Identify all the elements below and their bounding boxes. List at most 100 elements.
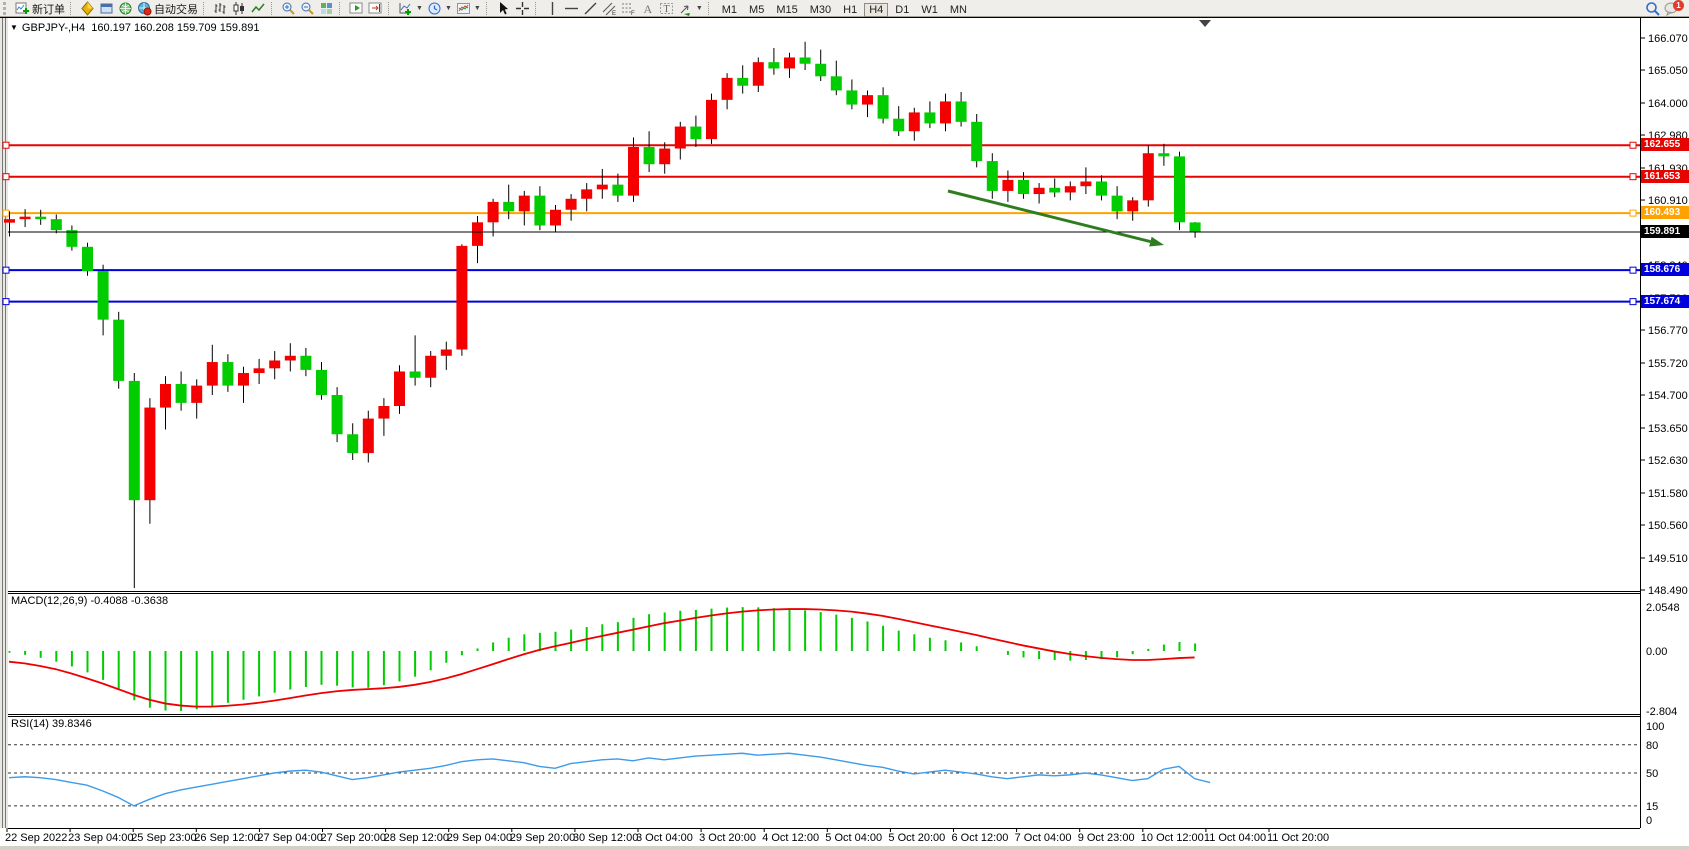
candle-body xyxy=(50,219,62,231)
timeframe-M5[interactable]: M5 xyxy=(749,3,765,16)
indicators-button[interactable]: ▼ xyxy=(396,1,425,16)
line-handle xyxy=(1629,298,1637,306)
candle-body xyxy=(986,161,998,191)
line-chart-button[interactable] xyxy=(249,1,268,16)
toolbar-right-group: 1 xyxy=(1645,0,1686,17)
candle-body xyxy=(862,95,873,105)
templates-button[interactable]: ▼ xyxy=(454,1,483,16)
candle-body xyxy=(331,395,343,435)
vertical-line-tool-button[interactable] xyxy=(543,1,562,16)
templates-icon xyxy=(456,1,471,16)
vertical-line-icon xyxy=(545,1,560,16)
time-axis-label: 27 Sep 04:00 xyxy=(257,832,323,844)
candle-body xyxy=(659,148,671,165)
text-label-tool-button[interactable]: T xyxy=(657,1,676,16)
dropdown-arrow-icon: ▼ xyxy=(695,5,703,12)
candle-body xyxy=(456,245,468,350)
time-axis-label: 22 Sep 2022 xyxy=(5,832,68,844)
zoom-in-button[interactable] xyxy=(279,1,298,16)
chart-shift-marker xyxy=(1199,20,1211,27)
timeframe-H1[interactable]: H1 xyxy=(843,3,858,16)
equidistant-channel-tool-button[interactable]: E xyxy=(600,1,619,17)
navigator-button[interactable] xyxy=(97,1,116,16)
signals-button[interactable] xyxy=(116,1,135,16)
macd-axis-tick: 2.0548 xyxy=(1646,602,1680,614)
dropdown-arrow-icon: ▼ xyxy=(473,5,481,12)
candle-body xyxy=(550,209,561,226)
search-icon[interactable] xyxy=(1645,1,1660,16)
tile-windows-button[interactable] xyxy=(317,1,336,16)
chart-shift-icon xyxy=(368,1,383,16)
time-axis-label: 5 Oct 20:00 xyxy=(888,832,946,844)
timeframe-H4[interactable]: H4 xyxy=(864,2,889,17)
zoom-out-button[interactable] xyxy=(298,1,317,16)
toolbar-separator xyxy=(70,2,75,15)
chart-ohlc-info[interactable]: ▼ GBPJPY-,H4 160.197 160.208 159.709 159.… xyxy=(10,22,259,34)
candle-body xyxy=(690,126,702,140)
market-watch-button[interactable] xyxy=(78,1,97,16)
auto-trading-button[interactable]: 自动交易 xyxy=(135,1,200,16)
candle-body xyxy=(1142,153,1154,201)
candle-body xyxy=(487,201,499,223)
periods-button[interactable]: ▼ xyxy=(425,1,454,16)
notifications-button[interactable]: 1 xyxy=(1664,0,1684,17)
text-tool-button[interactable]: A xyxy=(638,1,657,16)
rsi-axis-tick: 80 xyxy=(1646,740,1658,752)
time-axis-label: 26 Sep 12:00 xyxy=(194,832,260,844)
candle-body xyxy=(534,195,546,226)
timeframe-M15[interactable]: M15 xyxy=(776,3,798,16)
time-axis-label: 3 Oct 20:00 xyxy=(699,832,756,844)
svg-text:F: F xyxy=(631,11,635,16)
candle-body xyxy=(737,77,749,86)
candle-body xyxy=(284,355,296,361)
candle-body xyxy=(940,101,951,124)
new-order-button[interactable]: 新订单 xyxy=(13,1,67,16)
time-axis-label: 6 Oct 12:00 xyxy=(951,832,1009,844)
crosshair-button[interactable] xyxy=(513,1,532,16)
price-axis-tick: 150.560 xyxy=(1648,520,1688,532)
toolbar-separator xyxy=(271,2,276,15)
candle-body xyxy=(144,407,156,501)
cursor-button[interactable] xyxy=(494,1,513,16)
horizontal-line-tool-button[interactable] xyxy=(562,1,581,16)
bar-chart-button[interactable] xyxy=(211,1,230,16)
candle-body xyxy=(409,371,421,378)
candlestick-chart-button[interactable] xyxy=(230,1,249,16)
price-axis-tick: 148.490 xyxy=(1648,585,1688,597)
candle-body xyxy=(1033,187,1045,195)
rsi-axis-tick: 50 xyxy=(1646,768,1658,780)
timeframe-MN[interactable]: MN xyxy=(949,3,967,16)
dropdown-arrow-icon: ▼ xyxy=(416,5,423,12)
window-bottom-edge xyxy=(0,846,1689,850)
time-axis-label: 11 Oct 20:00 xyxy=(1267,832,1330,844)
candle-body xyxy=(1080,181,1092,187)
arrows-tool-button[interactable]: ▼ xyxy=(676,1,705,16)
timeframe-W1[interactable]: W1 xyxy=(921,3,938,16)
candle-body xyxy=(222,362,234,386)
price-label-badge: 157.674 xyxy=(1641,294,1689,308)
crosshair-icon xyxy=(515,1,530,16)
rsi-axis-tick: 0 xyxy=(1646,815,1652,827)
text-icon: A xyxy=(640,1,655,16)
svg-text:E: E xyxy=(612,11,616,16)
time-axis-label: 3 Oct 04:00 xyxy=(636,832,693,844)
timeframe-D1[interactable]: D1 xyxy=(895,3,910,16)
toolbar-grip[interactable] xyxy=(3,2,10,15)
candle-body xyxy=(721,77,733,100)
timeframe-M1[interactable]: M1 xyxy=(721,3,738,16)
chart-shift-button[interactable] xyxy=(366,1,385,16)
timeframe-M30[interactable]: M30 xyxy=(809,3,832,16)
time-axis-label: 11 Oct 04:00 xyxy=(1203,832,1267,844)
candle-body xyxy=(347,434,359,454)
fibonacci-tool-button[interactable]: F xyxy=(619,1,638,17)
auto-scroll-button[interactable] xyxy=(347,1,366,16)
time-axis-label: 30 Sep 12:00 xyxy=(572,832,639,844)
collapse-triangle-icon[interactable]: ▼ xyxy=(10,23,18,32)
line-handle xyxy=(2,141,10,149)
candle-body xyxy=(97,270,109,320)
trendline-tool-button[interactable] xyxy=(581,1,600,16)
rsi-line xyxy=(8,752,1211,807)
candle-body xyxy=(113,319,125,381)
toolbar-separator xyxy=(485,2,491,15)
